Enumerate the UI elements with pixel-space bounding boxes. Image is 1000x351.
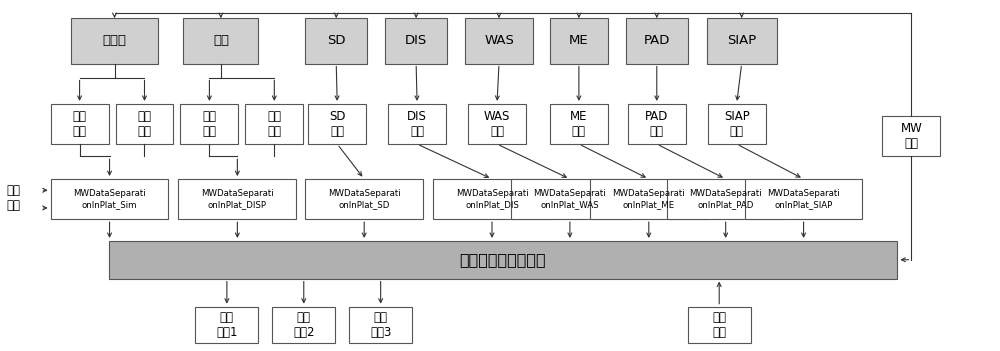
Bar — [550, 104, 608, 144]
Text: SD
主题: SD 主题 — [329, 110, 345, 138]
Text: MWDataSeparati
onInPlat_SD: MWDataSeparati onInPlat_SD — [328, 190, 401, 209]
Bar — [180, 104, 238, 144]
Bar — [195, 307, 258, 343]
Text: DIS
主题: DIS 主题 — [407, 110, 427, 138]
Bar — [183, 18, 258, 64]
Bar — [626, 18, 688, 64]
Text: 显控
主题: 显控 主题 — [202, 110, 216, 138]
Bar — [745, 179, 862, 219]
Text: MWDataSeparati
onInPlat_DIS: MWDataSeparati onInPlat_DIS — [456, 190, 528, 209]
Bar — [388, 104, 446, 144]
Bar — [707, 18, 777, 64]
Text: MWDataSeparati
onInPlat_PAD: MWDataSeparati onInPlat_PAD — [689, 190, 762, 209]
Text: 下行
缓存: 下行 缓存 — [712, 311, 726, 339]
Text: PAD
主题: PAD 主题 — [645, 110, 668, 138]
Text: ME: ME — [569, 34, 589, 47]
Bar — [245, 104, 303, 144]
Bar — [272, 307, 335, 343]
Text: DIS: DIS — [405, 34, 427, 47]
Bar — [305, 18, 367, 64]
Text: WAS: WAS — [484, 34, 514, 47]
Bar — [628, 104, 686, 144]
Text: 回传
主题: 回传 主题 — [137, 110, 151, 138]
Bar — [116, 104, 173, 144]
Text: 上行
缓存2: 上行 缓存2 — [293, 311, 315, 339]
Bar — [51, 104, 109, 144]
Bar — [468, 104, 526, 144]
Bar — [178, 179, 296, 219]
Bar — [51, 179, 168, 219]
Text: PAD: PAD — [644, 34, 670, 47]
Bar — [511, 179, 629, 219]
Text: WAS
主题: WAS 主题 — [484, 110, 510, 138]
Bar — [308, 104, 366, 144]
Text: SIAP
主题: SIAP 主题 — [724, 110, 750, 138]
Text: 回调
函数: 回调 函数 — [7, 184, 21, 212]
Text: 仿真器: 仿真器 — [103, 34, 127, 47]
Bar — [590, 179, 708, 219]
Text: SIAP: SIAP — [727, 34, 756, 47]
Bar — [349, 307, 412, 343]
Text: 仿真
主题: 仿真 主题 — [73, 110, 87, 138]
Text: SD: SD — [327, 34, 345, 47]
Text: ME
主题: ME 主题 — [570, 110, 588, 138]
Bar — [109, 241, 897, 279]
Bar — [465, 18, 533, 64]
Bar — [305, 179, 423, 219]
Text: 作战综合集成中间件: 作战综合集成中间件 — [460, 252, 546, 267]
Text: MWDataSeparati
onInPlat_Sim: MWDataSeparati onInPlat_Sim — [73, 190, 146, 209]
Text: 上行
缓存1: 上行 缓存1 — [216, 311, 238, 339]
Bar — [667, 179, 785, 219]
Text: MWDataSeparati
onInPlat_WAS: MWDataSeparati onInPlat_WAS — [534, 190, 606, 209]
Bar — [688, 307, 751, 343]
Text: 上行
缓存3: 上行 缓存3 — [370, 311, 391, 339]
Text: MW
主题: MW 主题 — [901, 122, 922, 150]
Bar — [433, 179, 551, 219]
Text: MWDataSeparati
onInPlat_SIAP: MWDataSeparati onInPlat_SIAP — [767, 190, 840, 209]
Text: 显控: 显控 — [213, 34, 229, 47]
Bar — [71, 18, 158, 64]
Text: MWDataSeparati
onInPlat_DISP: MWDataSeparati onInPlat_DISP — [201, 190, 274, 209]
Bar — [882, 116, 940, 156]
Text: 显示
主题: 显示 主题 — [267, 110, 281, 138]
Bar — [385, 18, 447, 64]
Bar — [550, 18, 608, 64]
Text: MWDataSeparati
onInPlat_ME: MWDataSeparati onInPlat_ME — [612, 190, 685, 209]
Bar — [708, 104, 766, 144]
